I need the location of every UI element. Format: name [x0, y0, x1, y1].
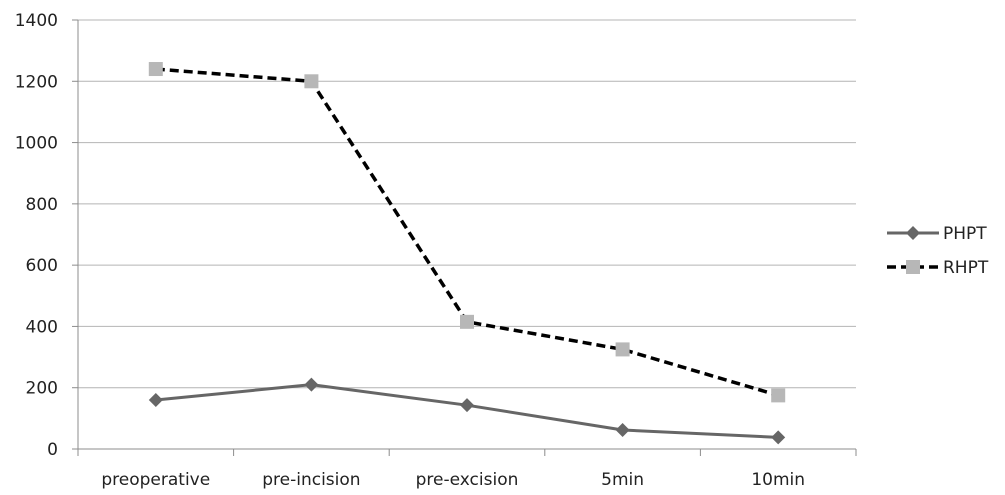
gridlines [78, 19, 856, 389]
y-tick-label: 800 [26, 195, 58, 215]
data-point [460, 398, 474, 413]
x-tick-label: preoperative [101, 470, 210, 490]
data-point [460, 314, 474, 329]
axes [72, 19, 857, 456]
y-tick-label: 200 [26, 379, 58, 399]
data-point [771, 430, 786, 445]
legend-marker [906, 226, 920, 240]
series [148, 62, 786, 445]
y-axis-tick-labels: 0 200 400 600 800 1000 1200 1400 [15, 11, 58, 460]
y-tick-label: 1000 [15, 134, 58, 154]
data-point [304, 377, 319, 392]
y-tick-label: 1400 [15, 11, 58, 31]
data-point [615, 423, 630, 438]
x-tick-label: 10min [751, 470, 805, 490]
y-tick-label: 600 [26, 256, 58, 276]
x-tick-label: pre-incision [262, 470, 360, 490]
series-rhpt [148, 62, 786, 403]
x-axis-tick-labels: preoperative pre-incision pre-excision 5min… [101, 470, 805, 490]
legend-entry-rhpt: RHPT [887, 258, 989, 278]
y-tick-label: 400 [26, 317, 58, 337]
series-phpt [148, 377, 786, 445]
legend-marker [906, 260, 920, 274]
data-point [304, 74, 319, 89]
x-tick-label: pre-excision [416, 470, 519, 490]
legend: PHPT RHPT [887, 224, 989, 278]
legend-label: PHPT [943, 224, 987, 244]
y-tick-label: 0 [47, 440, 58, 460]
data-point [771, 388, 786, 403]
y-tick-label: 1200 [15, 72, 58, 92]
data-point [615, 342, 630, 357]
data-point [148, 62, 163, 77]
series-line [155, 67, 779, 398]
data-point [148, 392, 163, 407]
legend-label: RHPT [943, 258, 989, 278]
legend-entry-phpt: PHPT [887, 224, 987, 244]
x-tick-label: 5min [601, 470, 644, 490]
